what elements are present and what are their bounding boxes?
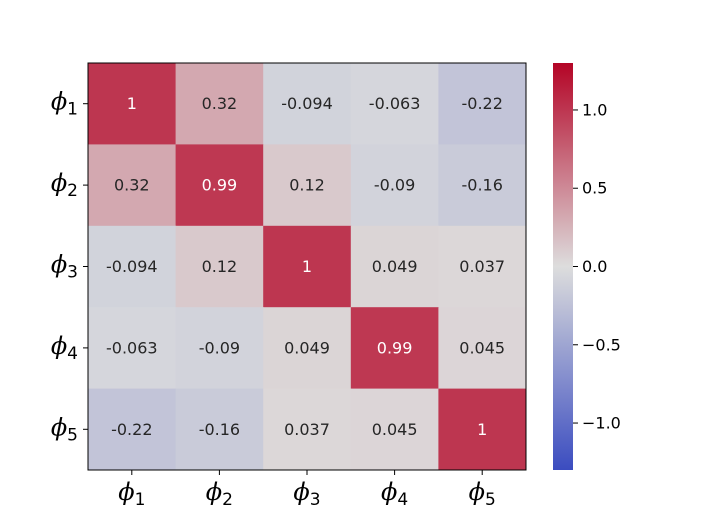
- cell-value-label: 0.049: [372, 257, 418, 276]
- y-tick-label: ϕ1: [51, 88, 78, 120]
- cell-value-label: -0.22: [111, 420, 152, 439]
- y-tick-label: ϕ2: [51, 169, 78, 201]
- heatmap-cell-r2-c4: [350, 144, 439, 227]
- heatmap-cell-labels: 1 0.32 -0.094 -0.063 -0.22 0.32 0.99 0.12 -0.09 -…: [106, 94, 505, 439]
- heatmap-cell-r4-c2: [175, 307, 264, 390]
- tick-label-subscript: 4: [67, 344, 78, 364]
- heatmap-cell-r2-c5: [438, 144, 527, 227]
- heatmap-cell-r5-c2: [175, 388, 264, 471]
- cell-value-label: -0.094: [281, 94, 333, 113]
- colorbar-gradient: [553, 63, 573, 470]
- colorbar: −1.0 −0.5 0.0 0.5 1.0: [553, 63, 621, 470]
- heatmap-cell-r2-c2: [175, 144, 264, 227]
- cell-value-label: -0.09: [374, 176, 415, 195]
- heatmap-cell-r4-c4: [350, 307, 439, 390]
- colorbar-tick-label: −1.0: [582, 414, 621, 433]
- tick-label-symbol: ϕ: [293, 478, 309, 506]
- heatmap-cell-r1-c2: [175, 63, 264, 145]
- tick-label-subscript: 2: [222, 490, 233, 510]
- cell-value-label: -0.16: [199, 420, 240, 439]
- heatmap-cell-r5-c5: [438, 388, 527, 471]
- heatmap-cell-r3-c2: [175, 225, 264, 308]
- cell-value-label: -0.063: [106, 338, 158, 357]
- x-tick-label: ϕ3: [293, 478, 320, 510]
- cell-value-label: -0.22: [461, 94, 502, 113]
- heatmap-cell-r2-c3: [263, 144, 352, 227]
- cell-value-label: 1: [477, 420, 487, 439]
- tick-label-subscript: 1: [67, 100, 78, 120]
- cell-value-label: 0.045: [459, 338, 505, 357]
- tick-label-subscript: 3: [67, 263, 78, 283]
- cell-value-label: -0.094: [106, 257, 158, 276]
- cell-value-label: 0.12: [289, 176, 325, 195]
- cell-value-label: 0.12: [202, 257, 238, 276]
- colorbar-tick-label: 0.0: [582, 257, 607, 276]
- x-tick-label: ϕ1: [118, 478, 145, 510]
- colorbar-tick-label: 0.5: [582, 179, 607, 198]
- y-tick-label: ϕ3: [51, 251, 78, 283]
- tick-label-subscript: 3: [310, 490, 321, 510]
- tick-label-symbol: ϕ: [51, 169, 67, 197]
- colorbar-tick-label: 1.0: [582, 100, 607, 119]
- cell-value-label: 0.037: [459, 257, 505, 276]
- tick-label-subscript: 5: [67, 425, 78, 445]
- heatmap-cell-r3-c3: [263, 225, 352, 308]
- cell-value-label: 1: [302, 257, 312, 276]
- tick-label-symbol: ϕ: [51, 88, 67, 116]
- heatmap-cell-r2-c1: [88, 144, 177, 227]
- cell-value-label: 0.32: [202, 94, 238, 113]
- heatmap-cell-r1-c1: [88, 63, 177, 145]
- heatmap-cell-r3-c4: [350, 225, 439, 308]
- tick-label-symbol: ϕ: [469, 478, 485, 506]
- heatmap-cells: [88, 63, 527, 471]
- cell-value-label: -0.09: [199, 338, 240, 357]
- tick-label-subscript: 1: [135, 490, 146, 510]
- heatmap-cell-r3-c5: [438, 225, 527, 308]
- heatmap-cell-r1-c4: [350, 63, 439, 145]
- heatmap-cell-r1-c3: [263, 63, 352, 145]
- tick-label-subscript: 5: [485, 490, 496, 510]
- x-tick-label: ϕ5: [469, 478, 496, 510]
- cell-value-label: 0.32: [114, 176, 150, 195]
- cell-value-label: -0.063: [369, 94, 421, 113]
- colorbar-tick-label: −0.5: [582, 335, 621, 354]
- x-tick-label: ϕ2: [206, 478, 233, 510]
- tick-label-subscript: 2: [67, 181, 78, 201]
- heatmap-cell-r3-c1: [88, 225, 177, 308]
- x-tick-label: ϕ4: [381, 478, 408, 510]
- y-tick-label: ϕ5: [51, 413, 78, 445]
- heatmap-cell-r4-c1: [88, 307, 177, 390]
- cell-value-label: 0.99: [202, 176, 238, 195]
- tick-label-symbol: ϕ: [206, 478, 222, 506]
- y-tick-label: ϕ4: [51, 332, 78, 364]
- tick-label-symbol: ϕ: [381, 478, 397, 506]
- cell-value-label: 1: [127, 94, 137, 113]
- heatmap-cell-r4-c3: [263, 307, 352, 390]
- x-axis-ticks: ϕ1 ϕ2 ϕ3 ϕ4 ϕ5: [118, 470, 496, 510]
- cell-value-label: 0.045: [372, 420, 418, 439]
- tick-label-subscript: 4: [397, 490, 408, 510]
- heatmap-cell-r1-c5: [438, 63, 527, 145]
- heatmap-cell-r5-c3: [263, 388, 352, 471]
- tick-label-symbol: ϕ: [118, 478, 134, 506]
- tick-label-symbol: ϕ: [51, 332, 67, 360]
- heatmap-cell-r5-c1: [88, 388, 177, 471]
- tick-label-symbol: ϕ: [51, 251, 67, 279]
- cell-value-label: -0.16: [461, 176, 502, 195]
- cell-value-label: 0.037: [284, 420, 330, 439]
- cell-value-label: 0.99: [377, 338, 413, 357]
- cell-value-label: 0.049: [284, 338, 330, 357]
- heatmap-cell-r4-c5: [438, 307, 527, 390]
- heatmap-cell-r5-c4: [350, 388, 439, 471]
- tick-label-symbol: ϕ: [51, 413, 67, 441]
